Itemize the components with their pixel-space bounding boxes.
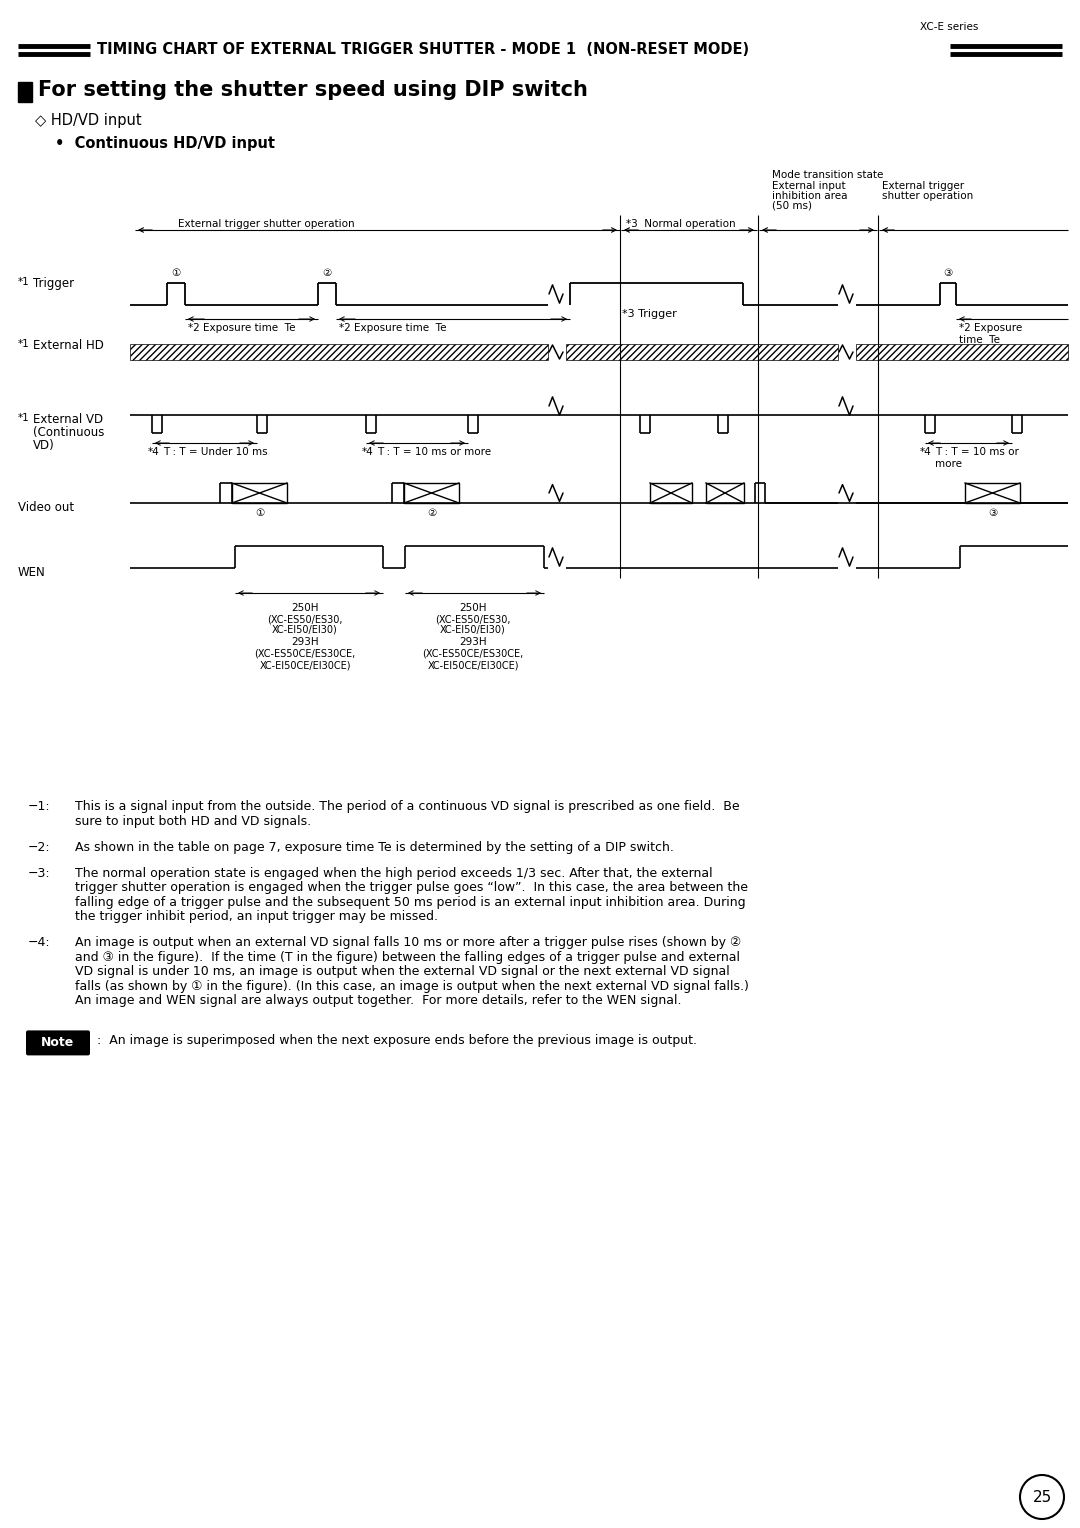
Text: ②: ② bbox=[322, 267, 332, 278]
Text: *4: *4 bbox=[362, 448, 374, 457]
Text: falling edge of a trigger pulse and the subsequent 50 ms period is an external i: falling edge of a trigger pulse and the … bbox=[75, 895, 745, 909]
Text: •  Continuous HD/VD input: • Continuous HD/VD input bbox=[55, 136, 275, 151]
Text: 250H: 250H bbox=[292, 604, 319, 613]
Text: ①: ① bbox=[172, 267, 180, 278]
Text: XC-EI50/EI30): XC-EI50/EI30) bbox=[441, 625, 505, 636]
Text: *2 Exposure: *2 Exposure bbox=[959, 322, 1023, 333]
Text: As shown in the table on page 7, exposure time Te is determined by the setting o: As shown in the table on page 7, exposur… bbox=[75, 840, 674, 854]
Text: The normal operation state is engaged when the high period exceeds 1/3 sec. Afte: The normal operation state is engaged wh… bbox=[75, 866, 713, 880]
Text: time  Te: time Te bbox=[959, 335, 1000, 345]
Text: VD signal is under 10 ms, an image is output when the external VD signal or the : VD signal is under 10 ms, an image is ou… bbox=[75, 966, 730, 978]
FancyBboxPatch shape bbox=[26, 1030, 90, 1056]
Text: (XC-ES50/ES30,: (XC-ES50/ES30, bbox=[435, 614, 511, 625]
Text: and ③ in the figure).  If the time (T in the figure) between the falling edges o: and ③ in the figure). If the time (T in … bbox=[75, 950, 740, 964]
Text: (XC-ES50CE/ES30CE,: (XC-ES50CE/ES30CE, bbox=[422, 649, 524, 659]
Text: sure to input both HD and VD signals.: sure to input both HD and VD signals. bbox=[75, 814, 311, 828]
Text: more: more bbox=[935, 458, 962, 469]
Text: *1: *1 bbox=[18, 339, 30, 348]
Text: WEN: WEN bbox=[18, 565, 45, 579]
Text: Trigger: Trigger bbox=[33, 277, 75, 290]
Text: External trigger: External trigger bbox=[882, 180, 964, 191]
Bar bbox=[856, 344, 1068, 361]
Text: shutter operation: shutter operation bbox=[882, 191, 973, 202]
Text: ③: ③ bbox=[943, 267, 953, 278]
Text: *2 Exposure time  Te: *2 Exposure time Te bbox=[188, 322, 296, 333]
Text: −4:: −4: bbox=[28, 937, 51, 949]
Text: *4: *4 bbox=[148, 448, 160, 457]
Text: inhibition area: inhibition area bbox=[772, 191, 848, 202]
Text: XC-EI50CE/EI30CE): XC-EI50CE/EI30CE) bbox=[428, 660, 518, 669]
Bar bbox=[706, 483, 744, 503]
Text: ◇ HD/VD input: ◇ HD/VD input bbox=[35, 113, 141, 128]
Bar bbox=[232, 483, 287, 503]
Text: 293H: 293H bbox=[459, 637, 487, 646]
Text: External input: External input bbox=[772, 180, 846, 191]
Text: XC-EI50/EI30): XC-EI50/EI30) bbox=[272, 625, 338, 636]
Bar bbox=[404, 483, 459, 503]
Text: (XC-ES50CE/ES30CE,: (XC-ES50CE/ES30CE, bbox=[255, 649, 355, 659]
Text: falls (as shown by ① in the figure). (In this case, an image is output when the : falls (as shown by ① in the figure). (In… bbox=[75, 979, 748, 993]
Text: Note: Note bbox=[41, 1036, 75, 1048]
Text: (Continuous: (Continuous bbox=[33, 426, 105, 439]
Text: VD): VD) bbox=[33, 439, 55, 452]
Text: :  An image is superimposed when the next exposure ends before the previous imag: : An image is superimposed when the next… bbox=[97, 1034, 697, 1047]
Text: 293H: 293H bbox=[292, 637, 319, 646]
Text: *3 Trigger: *3 Trigger bbox=[622, 309, 677, 319]
Text: (XC-ES50/ES30,: (XC-ES50/ES30, bbox=[267, 614, 342, 625]
Text: TIMING CHART OF EXTERNAL TRIGGER SHUTTER - MODE 1  (NON-RESET MODE): TIMING CHART OF EXTERNAL TRIGGER SHUTTER… bbox=[97, 43, 750, 58]
Text: *1: *1 bbox=[18, 413, 30, 423]
Text: ③: ③ bbox=[988, 507, 998, 518]
Text: −1:: −1: bbox=[28, 801, 51, 813]
Text: This is a signal input from the outside. The period of a continuous VD signal is: This is a signal input from the outside.… bbox=[75, 801, 740, 813]
Text: XC-E series: XC-E series bbox=[920, 21, 978, 32]
Text: T : T = 10 ms or: T : T = 10 ms or bbox=[935, 448, 1018, 457]
Bar bbox=[130, 344, 548, 361]
Text: External trigger shutter operation: External trigger shutter operation bbox=[178, 219, 354, 229]
Text: 250H: 250H bbox=[459, 604, 487, 613]
Text: 25: 25 bbox=[1032, 1490, 1052, 1505]
Text: *1: *1 bbox=[18, 277, 30, 287]
Text: the trigger inhibit period, an input trigger may be missed.: the trigger inhibit period, an input tri… bbox=[75, 911, 438, 923]
Text: *3  Normal operation: *3 Normal operation bbox=[626, 219, 735, 229]
Text: *4: *4 bbox=[920, 448, 932, 457]
Text: External HD: External HD bbox=[33, 339, 104, 351]
Bar bbox=[966, 483, 1020, 503]
Text: Video out: Video out bbox=[18, 501, 75, 513]
Text: −3:: −3: bbox=[28, 866, 51, 880]
Text: ①: ① bbox=[255, 507, 265, 518]
Text: T : T = Under 10 ms: T : T = Under 10 ms bbox=[163, 448, 268, 457]
Text: External VD: External VD bbox=[33, 413, 103, 426]
Text: −2:: −2: bbox=[28, 840, 51, 854]
Text: Mode transition state: Mode transition state bbox=[772, 170, 883, 180]
Bar bbox=[18, 83, 32, 102]
Bar bbox=[650, 483, 692, 503]
Text: ②: ② bbox=[428, 507, 436, 518]
Text: XC-EI50CE/EI30CE): XC-EI50CE/EI30CE) bbox=[259, 660, 351, 669]
Text: T : T = 10 ms or more: T : T = 10 ms or more bbox=[377, 448, 491, 457]
Text: trigger shutter operation is engaged when the trigger pulse goes “low”.  In this: trigger shutter operation is engaged whe… bbox=[75, 882, 748, 894]
Text: For setting the shutter speed using DIP switch: For setting the shutter speed using DIP … bbox=[38, 79, 588, 99]
Text: An image and WEN signal are always output together.  For more details, refer to : An image and WEN signal are always outpu… bbox=[75, 995, 681, 1007]
Text: An image is output when an external VD signal falls 10 ms or more after a trigge: An image is output when an external VD s… bbox=[75, 937, 741, 949]
Text: *2 Exposure time  Te: *2 Exposure time Te bbox=[339, 322, 446, 333]
Bar bbox=[566, 344, 838, 361]
Text: (50 ms): (50 ms) bbox=[772, 202, 812, 211]
